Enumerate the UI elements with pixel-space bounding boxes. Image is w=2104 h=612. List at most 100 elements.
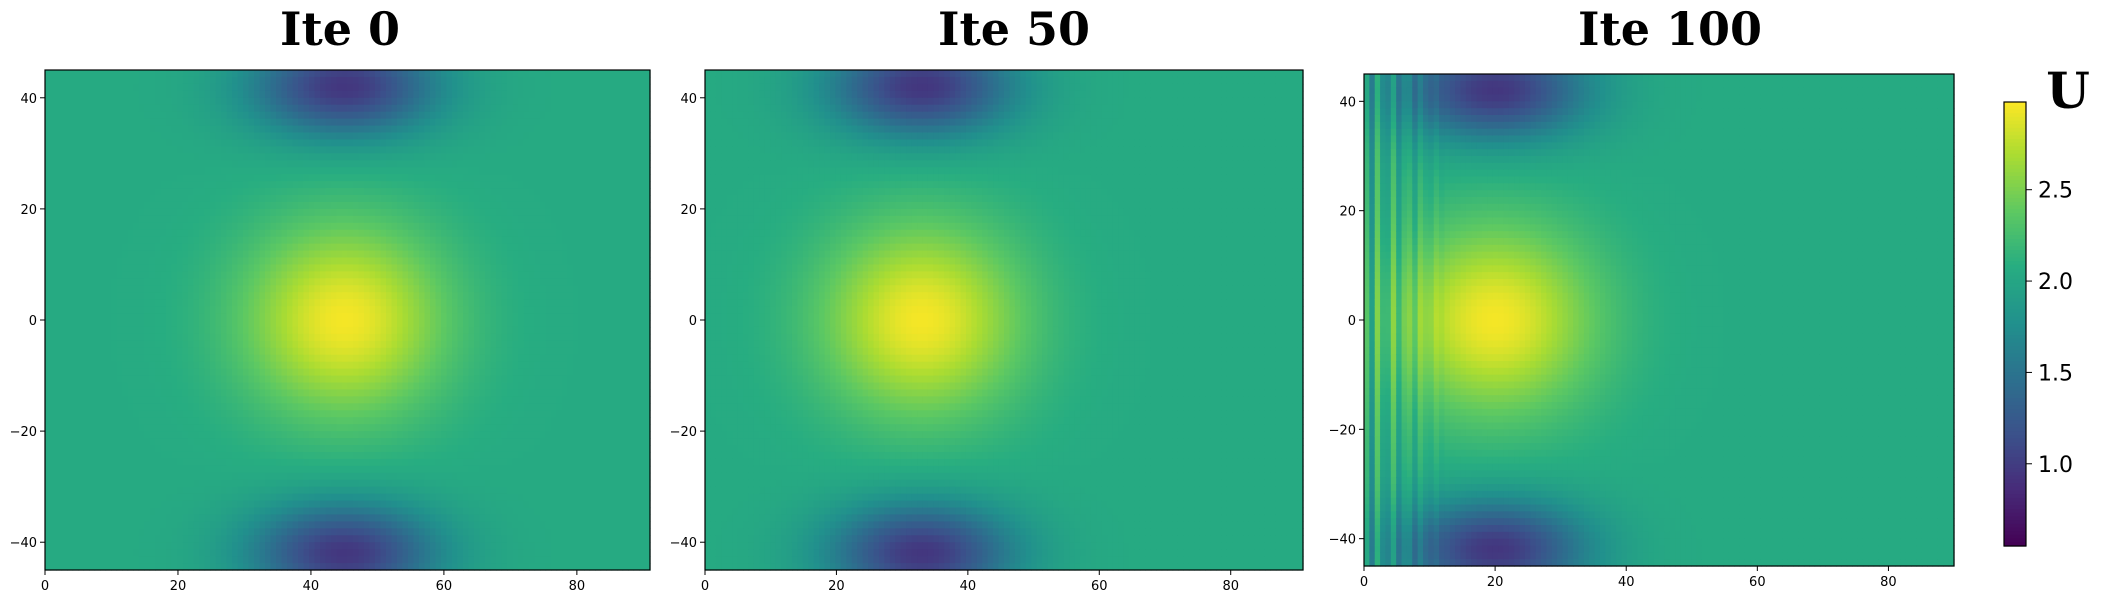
heatmap-cell (122, 340, 129, 349)
heatmap-cell (221, 160, 228, 168)
heatmap-cell (303, 90, 310, 99)
heatmap-cell (364, 139, 371, 147)
heatmap-cell (380, 382, 387, 391)
heatmap-cell (259, 188, 266, 196)
heatmap-cell (314, 563, 321, 571)
heatmap-cell (353, 125, 360, 134)
heatmap-cell (375, 361, 382, 370)
heatmap-cell (265, 118, 272, 127)
heatmap-cell (287, 486, 294, 495)
heatmap-cell (232, 188, 239, 196)
heatmap-cell (144, 222, 151, 231)
heatmap-cell (380, 250, 387, 259)
heatmap-cell (78, 486, 85, 495)
heatmap-cell (347, 181, 354, 189)
heatmap-cell (182, 382, 189, 391)
heatmap-cell (413, 382, 420, 391)
heatmap-cell (248, 250, 255, 259)
heatmap-cell (419, 389, 426, 397)
heatmap-cell (287, 465, 294, 474)
heatmap-cell (325, 236, 332, 245)
heatmap-cell (116, 465, 123, 474)
heatmap-cell (67, 410, 74, 418)
heatmap-cell (243, 111, 250, 120)
heatmap-cell (336, 104, 343, 113)
heatmap-cell (111, 410, 118, 418)
heatmap-cell (133, 451, 140, 460)
heatmap-cell (61, 479, 68, 488)
heatmap-cell (309, 208, 316, 217)
heatmap-cell (287, 521, 294, 529)
heatmap-cell (221, 125, 228, 134)
heatmap-cell (111, 76, 118, 85)
heatmap-cell (419, 111, 426, 120)
heatmap-cell (116, 333, 123, 342)
heatmap-cell (386, 556, 393, 564)
heatmap-cell (386, 222, 393, 231)
heatmap-cell (353, 271, 360, 279)
heatmap-cell (100, 153, 107, 161)
heatmap-cell (281, 222, 288, 231)
heatmap-cell (116, 528, 123, 536)
heatmap-cell (149, 535, 156, 543)
heatmap-cell (281, 389, 288, 397)
heatmap-cell (50, 465, 57, 474)
heatmap-cell (303, 188, 310, 196)
heatmap-cell (320, 146, 327, 154)
heatmap-cell (265, 313, 272, 321)
heatmap-cell (188, 326, 195, 335)
heatmap-cell (105, 90, 112, 99)
heatmap-cell (369, 70, 376, 78)
heatmap-cell (386, 389, 393, 397)
heatmap-cell (419, 278, 426, 286)
heatmap-cell (61, 535, 68, 543)
heatmap-cell (419, 438, 426, 446)
heatmap-cell (133, 493, 140, 502)
heatmap-cell (61, 139, 68, 147)
heatmap-cell (386, 438, 393, 446)
heatmap-cell (133, 125, 140, 134)
heatmap-cell (160, 125, 167, 134)
heatmap-cell (342, 97, 349, 106)
heatmap-cell (281, 347, 288, 356)
heatmap-cell (243, 222, 250, 231)
heatmap-cell (358, 264, 365, 272)
heatmap-cell (171, 125, 178, 134)
heatmap-cell (160, 424, 167, 432)
heatmap-cell (166, 486, 173, 495)
heatmap-cell (149, 292, 156, 300)
heatmap-cell (155, 174, 162, 182)
heatmap-cell (50, 354, 57, 363)
heatmap-cell (221, 375, 228, 384)
heatmap-cell (386, 410, 393, 418)
heatmap-cell (397, 354, 404, 363)
heatmap-cell (243, 493, 250, 502)
heatmap-cell (111, 333, 118, 342)
heatmap-cell (45, 320, 52, 328)
heatmap-cell (402, 201, 409, 210)
heatmap-cell (325, 160, 332, 168)
heatmap-cell (89, 195, 96, 203)
heatmap-cell (221, 438, 228, 446)
heatmap-cell (215, 264, 222, 272)
heatmap-cell (353, 292, 360, 300)
heatmap-cell (276, 549, 283, 557)
heatmap-cell (298, 514, 305, 522)
heatmap-cell (353, 556, 360, 564)
heatmap-cell (369, 347, 376, 356)
heatmap-cell (397, 70, 404, 78)
heatmap-cell (149, 146, 156, 154)
heatmap-cell (292, 528, 299, 536)
heatmap-cell (89, 306, 96, 314)
heatmap-cell (358, 507, 365, 516)
heatmap-cell (364, 396, 371, 404)
heatmap-cell (298, 507, 305, 516)
heatmap-cell (320, 410, 327, 418)
heatmap-cell (45, 521, 52, 529)
heatmap-cell (336, 410, 343, 418)
heatmap-cell (199, 563, 206, 571)
heatmap-cell (298, 132, 305, 141)
heatmap-cell (204, 257, 211, 266)
heatmap-cell (408, 222, 415, 231)
heatmap-cell (419, 347, 426, 356)
